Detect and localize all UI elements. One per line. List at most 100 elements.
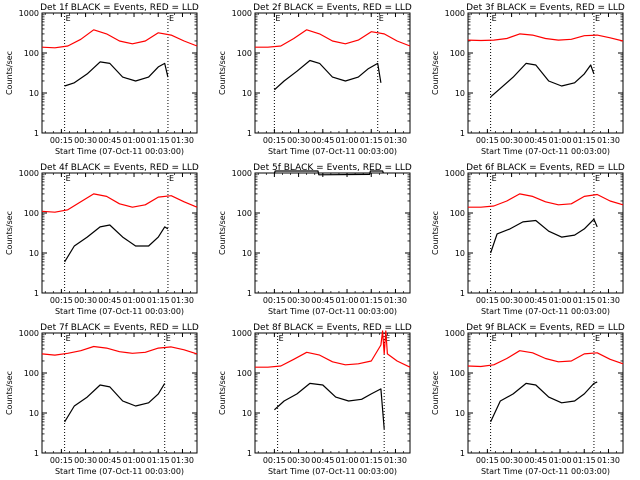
- x-tick-label: 00:30: [500, 136, 523, 145]
- x-tick-label: 01:30: [597, 136, 620, 145]
- y-tick-label: 10: [455, 249, 465, 258]
- y-tick-label: 1: [247, 289, 252, 298]
- x-tick-label: 00:15: [476, 136, 499, 145]
- y-tick-label: 1: [460, 129, 465, 138]
- chart-title: Det 5f BLACK = Events, RED = LLD: [253, 163, 412, 173]
- chart-title: Det 2f BLACK = Events, RED = LLD: [253, 3, 412, 13]
- x-tick-label: 01:00: [123, 296, 146, 305]
- y-tick-label: 1000: [232, 169, 252, 178]
- events-series-line: [490, 62, 595, 98]
- chart-title: Det 6f BLACK = Events, RED = LLD: [466, 163, 625, 173]
- chart-title: Det 8f BLACK = Events, RED = LLD: [253, 323, 412, 333]
- x-tick-label: 00:30: [287, 136, 310, 145]
- x-tick-label: 01:15: [360, 136, 383, 145]
- x-tick-label: 01:15: [360, 456, 383, 465]
- x-tick-label: 00:30: [500, 456, 523, 465]
- interval-marker-label: E: [385, 334, 390, 343]
- interval-marker-label: E: [169, 14, 174, 23]
- x-tick-label: 01:30: [384, 296, 407, 305]
- events-series-line: [273, 170, 384, 176]
- x-tick-label: 01:30: [171, 456, 194, 465]
- plot-frame: [254, 332, 411, 454]
- chart-title: Det 1f BLACK = Events, RED = LLD: [40, 3, 199, 13]
- y-tick-label: 100: [24, 369, 39, 378]
- x-axis-label: Start Time (07-Oct-11 00:03:00): [55, 147, 184, 156]
- y-tick-label: 10: [29, 249, 39, 258]
- y-tick-label: 1000: [232, 9, 252, 18]
- x-tick-label: 00:45: [98, 296, 121, 305]
- x-tick-label: 00:30: [500, 296, 523, 305]
- y-axis-label: Counts/sec: [431, 51, 440, 95]
- y-tick-label: 100: [237, 369, 252, 378]
- x-tick-label: 00:30: [74, 296, 97, 305]
- x-tick-label: 00:45: [98, 456, 121, 465]
- events-series-line: [64, 224, 169, 263]
- y-tick-label: 10: [29, 409, 39, 418]
- y-axis-label: Counts/sec: [5, 211, 14, 255]
- interval-marker-label: E: [379, 14, 384, 23]
- x-axis-label: Start Time (07-Oct-11 00:03:00): [481, 147, 610, 156]
- y-axis-label: Counts/sec: [218, 371, 227, 415]
- y-tick-label: 1000: [19, 329, 39, 338]
- x-tick-label: 01:15: [573, 136, 596, 145]
- y-tick-label: 100: [237, 209, 252, 218]
- x-tick-label: 01:00: [549, 456, 572, 465]
- y-tick-label: 1000: [19, 9, 39, 18]
- x-tick-label: 00:15: [476, 296, 499, 305]
- y-tick-label: 100: [450, 49, 465, 58]
- y-axis-label: Counts/sec: [218, 211, 227, 255]
- plot-frame: [467, 172, 624, 294]
- x-tick-label: 00:15: [50, 136, 73, 145]
- interval-marker-label: E: [279, 334, 284, 343]
- lld-series-line: [41, 345, 198, 356]
- chart-panel-9: Det 9f BLACK = Events, RED = LLD Counts/s…: [431, 323, 625, 476]
- x-tick-label: 01:00: [123, 456, 146, 465]
- chart-title: Det 3f BLACK = Events, RED = LLD: [466, 3, 625, 13]
- lld-series-line: [41, 29, 198, 49]
- x-axis-label: Start Time (07-Oct-11 00:03:00): [55, 467, 184, 476]
- y-tick-label: 1000: [445, 329, 465, 338]
- chart-title: Det 4f BLACK = Events, RED = LLD: [40, 163, 199, 173]
- x-tick-label: 01:00: [336, 136, 359, 145]
- y-tick-label: 1000: [19, 169, 39, 178]
- events-series-line: [273, 382, 385, 429]
- chart-panel-8: Det 8f BLACK = Events, RED = LLD Counts/s…: [218, 323, 412, 476]
- x-tick-label: 01:00: [123, 136, 146, 145]
- y-axis-label: Counts/sec: [431, 371, 440, 415]
- x-tick-label: 01:30: [384, 136, 407, 145]
- x-tick-label: 01:15: [147, 296, 170, 305]
- lld-series-line: [255, 29, 411, 48]
- interval-marker-label: E: [595, 14, 600, 23]
- y-tick-label: 10: [242, 249, 252, 258]
- chart-panel-3: Det 3f BLACK = Events, RED = LLD Counts/s…: [431, 3, 625, 156]
- chart-panel-7: Det 7f BLACK = Events, RED = LLD Counts/s…: [5, 323, 199, 476]
- plot-frame: [467, 12, 624, 134]
- y-tick-label: 100: [24, 49, 39, 58]
- chart-title: Det 9f BLACK = Events, RED = LLD: [466, 323, 625, 333]
- x-tick-label: 00:45: [311, 456, 334, 465]
- y-tick-label: 10: [242, 409, 252, 418]
- x-axis-label: Start Time (07-Oct-11 00:03:00): [268, 467, 397, 476]
- x-tick-label: 01:00: [336, 296, 359, 305]
- x-tick-label: 01:15: [147, 136, 170, 145]
- y-tick-label: 1: [247, 129, 252, 138]
- x-tick-label: 01:15: [573, 296, 596, 305]
- y-axis-label: Counts/sec: [5, 371, 14, 415]
- x-tick-label: 01:15: [147, 456, 170, 465]
- x-tick-label: 00:45: [524, 136, 547, 145]
- x-tick-label: 00:30: [74, 136, 97, 145]
- x-tick-label: 00:45: [98, 136, 121, 145]
- chart-panel-4: Det 4f BLACK = Events, RED = LLD Counts/s…: [5, 163, 199, 316]
- plot-frame: [254, 12, 411, 134]
- interval-marker-label: E: [169, 174, 174, 183]
- x-tick-label: 01:30: [597, 296, 620, 305]
- plot-frame: [41, 172, 198, 294]
- y-tick-label: 1000: [445, 169, 465, 178]
- y-tick-label: 1: [34, 129, 39, 138]
- interval-marker-label: E: [492, 174, 497, 183]
- lld-series-line: [467, 350, 624, 368]
- y-tick-label: 100: [450, 369, 465, 378]
- y-tick-label: 1: [460, 289, 465, 298]
- events-series-line: [64, 383, 166, 423]
- interval-marker-label: E: [595, 334, 600, 343]
